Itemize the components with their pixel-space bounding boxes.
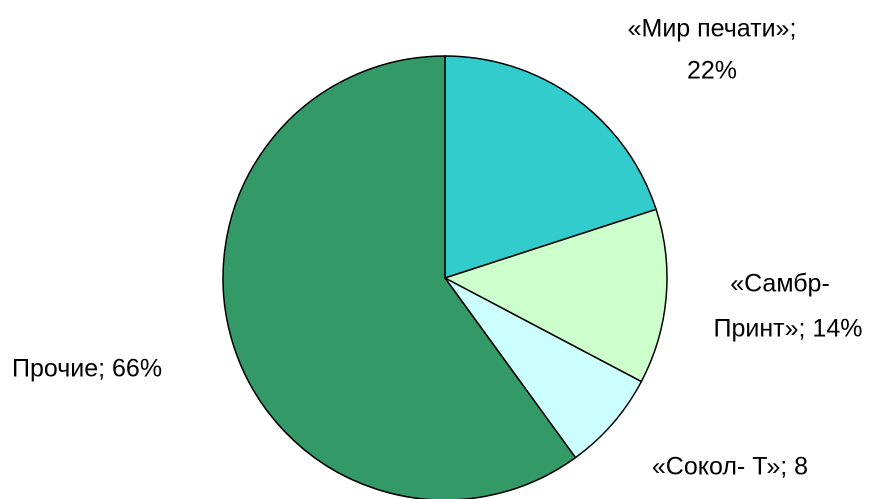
slice-label: Прочие; 66% [12, 355, 162, 383]
slice-label: «Сокол- Т»; 8 [652, 453, 808, 481]
pie-slice [443, 208, 668, 383]
slice-label: 22% [687, 57, 737, 85]
slice-label: Принт»; 14% [714, 315, 863, 343]
pie-slice [444, 55, 658, 280]
pie-slice [444, 277, 643, 459]
slice-label: «Мир печати»; [628, 15, 797, 43]
pie-slice [222, 55, 577, 499]
slice-label: «Самбр- [730, 270, 830, 298]
